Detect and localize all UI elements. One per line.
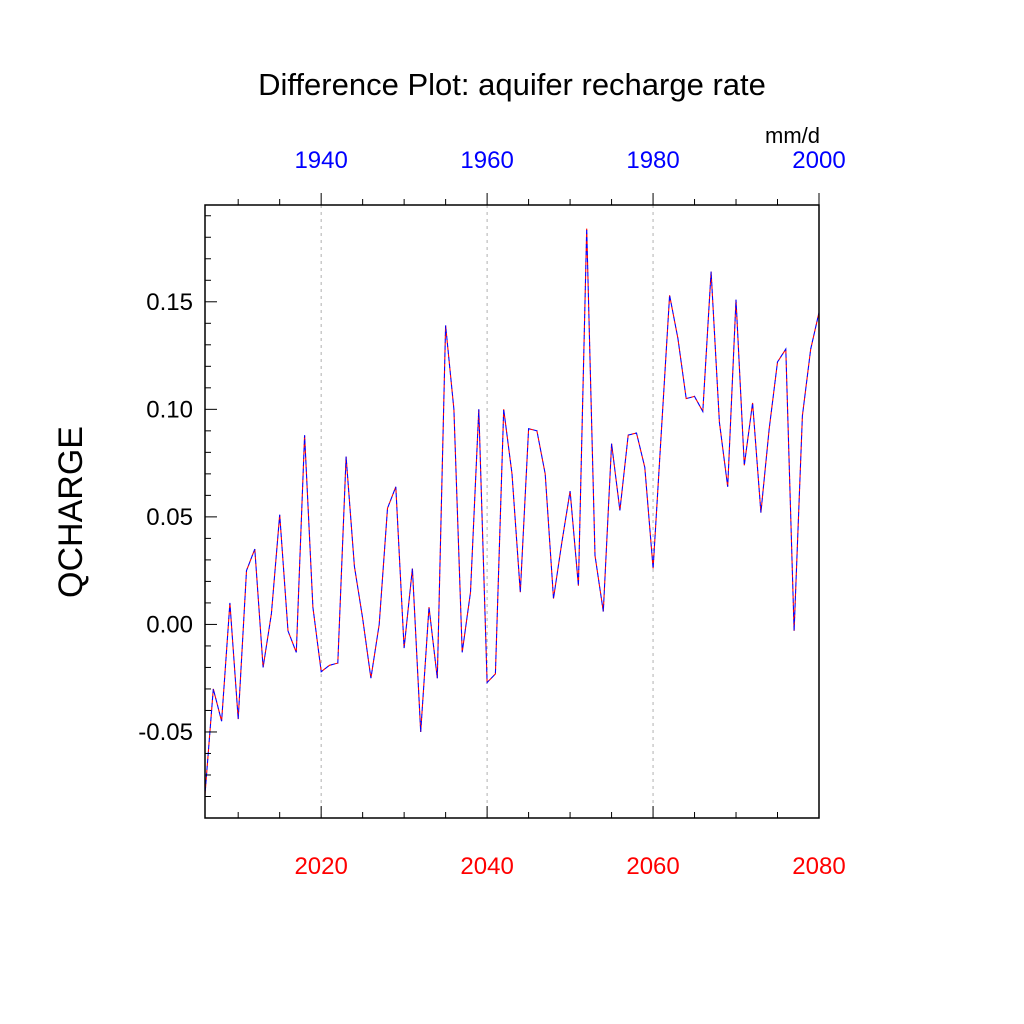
chart-title: Difference Plot: aquifer recharge rate bbox=[258, 67, 766, 102]
left-tick-label: 0.10 bbox=[146, 396, 193, 423]
series-lines bbox=[204, 228, 820, 795]
left-tick-label: 0.15 bbox=[146, 289, 193, 316]
left-tick-label: 0.00 bbox=[146, 611, 193, 638]
units-label: mm/d bbox=[765, 123, 820, 148]
bottom-tick-label: 2060 bbox=[626, 853, 679, 880]
y-axis-label: QCHARGE bbox=[52, 426, 90, 598]
top-tick-label: 1940 bbox=[294, 147, 347, 174]
top-tick-label: 1960 bbox=[460, 147, 513, 174]
left-tick-label: 0.05 bbox=[146, 504, 193, 531]
plot-frame bbox=[204, 204, 820, 819]
tick-labels: 2020 2040 2060 2080 1940 1960 1980 2000 -0.05 0.0… bbox=[138, 147, 845, 880]
left-tick-label: -0.05 bbox=[138, 719, 193, 746]
bottom-tick-label: 2020 bbox=[294, 853, 347, 880]
bottom-tick-label: 2080 bbox=[792, 853, 845, 880]
top-tick-label: 1980 bbox=[626, 147, 679, 174]
top-tick-label: 2000 bbox=[792, 147, 845, 174]
series-line bbox=[204, 228, 820, 795]
grid-lines bbox=[320, 205, 654, 818]
bottom-tick-label: 2040 bbox=[460, 853, 513, 880]
series-line bbox=[204, 228, 820, 795]
axis-ticks bbox=[205, 193, 820, 819]
